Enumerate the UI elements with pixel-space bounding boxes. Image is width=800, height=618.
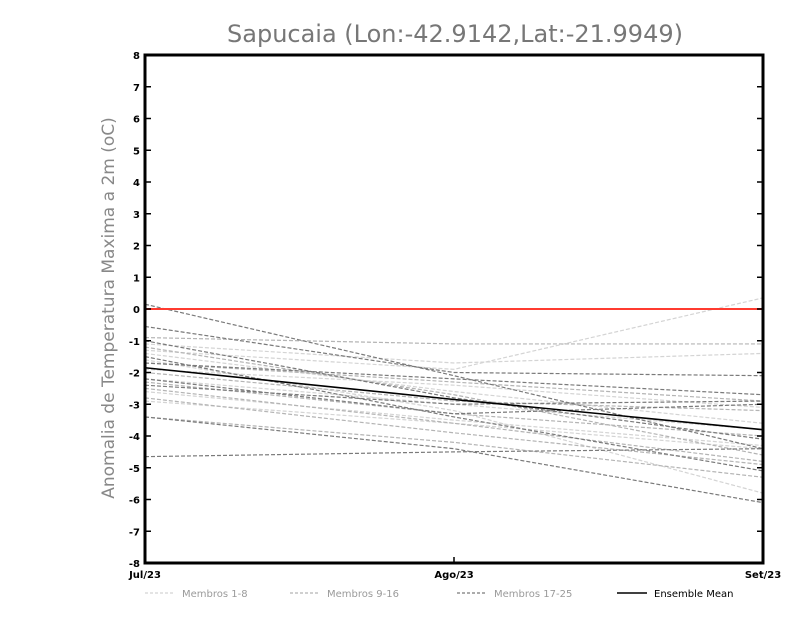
series-line-membro-1 [144,297,764,370]
y-tick-label: -1 [129,337,140,348]
y-tick-label: -8 [129,559,140,570]
y-tick-label: 3 [133,210,140,221]
legend-label: Membros 17-25 [494,589,572,600]
series-line-membro-13 [144,397,764,466]
y-tick-label: -7 [129,527,140,538]
series-line-membro-16 [144,387,764,462]
legend-label: Ensemble Mean [654,589,733,600]
y-tick-label: 4 [133,178,140,189]
y-tick-label: -4 [129,432,140,443]
y-tick-label: 6 [133,115,140,126]
series-line-membro-22 [144,416,764,504]
y-axis-label: Anomalia de Temperatura Maxima a 2m (oC) [99,117,119,499]
series-line-membro-23 [144,340,764,440]
y-tick-label: -6 [129,496,140,507]
series-line-membro-15 [144,416,764,478]
series-line-membro-6 [144,368,764,409]
legend-label: Membros 1-8 [182,589,248,600]
series-line-membro-19 [144,448,764,458]
series-line-membro-18 [144,325,764,377]
series-line-membro-4 [144,352,764,424]
y-tick-label: 5 [133,146,140,157]
series-line-membro-3 [144,378,764,431]
series-line-membro-25 [144,356,764,472]
y-tick-label: -3 [129,400,140,411]
series-group [144,297,764,504]
x-tick-label: Set/23 [745,570,781,581]
y-tick-label: -2 [129,369,140,380]
series-line-membro-17 [144,303,764,450]
series-line-membro-12 [144,346,764,456]
series-line-membro-14 [144,362,764,402]
y-tick-label: 7 [133,83,140,94]
ensemble-mean-line [144,366,764,431]
series-line-membro-11 [144,381,764,437]
series-line-membro-2 [144,343,764,364]
series-line-membro-5 [144,390,764,447]
y-tick-label: 2 [133,242,140,253]
y-tick-label: 0 [133,305,140,316]
legend: Membros 1-8 Membros 9-16 Membros 17-25 Ense… [145,589,733,600]
x-tick-label: Ago/23 [434,570,473,581]
chart-title: Sapucaia (Lon:-42.9142,Lat:-21.9949) [227,20,683,48]
legend-label: Membros 9-16 [327,589,399,600]
y-tick-label: 8 [133,51,140,62]
series-line-membro-24 [144,378,764,415]
y-tick-label: 1 [133,273,140,284]
series-line-membro-9 [144,336,763,345]
series-line-membro-20 [144,362,764,396]
series-line-membro-21 [144,384,764,405]
x-tick-label: Jul/23 [128,570,161,581]
series-line-membro-7 [144,400,764,450]
y-tick-label: -5 [129,464,140,475]
